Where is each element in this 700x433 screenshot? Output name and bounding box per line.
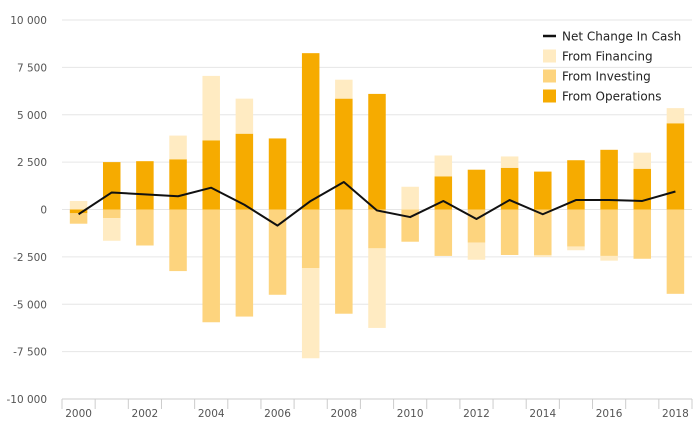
bar-from-investing-2010 — [401, 209, 419, 242]
bar-from-operations-2000 — [69, 209, 88, 214]
bar-from-investing-2018 — [666, 209, 685, 294]
bar-from-operations-2001 — [102, 162, 121, 210]
y-tick-label: 7 500 — [17, 62, 47, 74]
bar-from-financing-2001 — [102, 218, 121, 241]
bar-from-financing-2014 — [534, 254, 552, 257]
bar-from-operations-2014 — [534, 171, 552, 210]
bar-from-operations-2016 — [600, 149, 618, 210]
bar-from-financing-2005 — [235, 98, 254, 134]
bar-from-investing-2013 — [500, 209, 519, 255]
x-tick-label: 2014 — [529, 408, 556, 420]
legend-item-from-financing[interactable]: From Financing — [543, 49, 653, 64]
y-tick-label: -5 000 — [13, 299, 47, 311]
axes-group: 10 000 7 500 5 000 2 500 0 -2 500 -5 000 -7 500… — [6, 15, 693, 420]
bar-from-investing-2002 — [136, 209, 154, 246]
bar-from-financing-2018 — [666, 108, 685, 124]
bar-from-financing-2015 — [567, 246, 585, 251]
legend-item-net-change-in-cash[interactable]: Net Change In Cash — [543, 30, 681, 44]
bar-from-investing-2003 — [169, 209, 187, 272]
bar-from-investing-2000 — [69, 213, 88, 224]
bar-from-financing-2012 — [467, 242, 486, 260]
bar-from-investing-2007 — [301, 209, 320, 269]
legend-item-from-investing[interactable]: From Investing — [543, 69, 651, 84]
bar-from-financing-2000 — [69, 200, 88, 210]
bar-from-financing-2016 — [600, 255, 618, 261]
net-change-line — [78, 181, 676, 227]
net-change-line-group — [78, 181, 676, 227]
legend-swatch — [543, 69, 556, 83]
y-tick-label: 2 500 — [17, 157, 47, 169]
bar-from-operations-2007 — [301, 53, 320, 210]
bar-from-financing-2007 — [301, 268, 320, 359]
bar-from-investing-2009 — [368, 209, 386, 249]
bar-from-investing-2004 — [202, 209, 220, 323]
bar-from-financing-2017 — [633, 152, 652, 169]
bar-from-investing-2006 — [268, 209, 287, 295]
bar-from-investing-2005 — [235, 209, 254, 317]
y-tick-label: 5 000 — [17, 110, 47, 122]
y-tick-label: 10 000 — [10, 15, 47, 27]
x-tick-label: 2018 — [662, 408, 689, 420]
x-tick-label: 2012 — [463, 408, 490, 420]
bar-from-operations-2017 — [633, 168, 652, 210]
bar-from-operations-2013 — [500, 167, 519, 210]
bar-from-financing-2013 — [500, 156, 519, 168]
bar-from-operations-2005 — [235, 133, 254, 210]
legend-label: Net Change In Cash — [562, 30, 681, 44]
legend-label: From Operations — [562, 90, 662, 104]
y-tick-label: 0 — [40, 205, 47, 217]
bar-from-financing-2004 — [202, 75, 220, 141]
bar-from-operations-2004 — [202, 140, 220, 210]
bar-from-operations-2015 — [567, 160, 585, 210]
y-tick-label: -2 500 — [13, 252, 47, 264]
bar-from-investing-2012 — [467, 209, 486, 243]
legend-label: From Investing — [562, 70, 651, 84]
x-tick-label: 2016 — [596, 408, 623, 420]
legend-swatch — [543, 89, 556, 103]
bar-from-investing-2011 — [434, 209, 453, 256]
bar-from-operations-2003 — [169, 159, 187, 210]
bar-from-operations-2011 — [434, 176, 453, 210]
bar-from-investing-2001 — [102, 209, 121, 219]
y-tick-label: -7 500 — [13, 347, 47, 359]
bar-from-financing-2011 — [434, 155, 453, 177]
bar-from-operations-2012 — [467, 169, 486, 210]
legend-swatch — [543, 49, 556, 63]
bar-from-financing-2008 — [335, 79, 353, 99]
x-tick-label: 2008 — [330, 408, 357, 420]
bar-from-financing-2010 — [401, 186, 419, 210]
bar-from-operations-2008 — [335, 98, 353, 210]
bar-from-operations-2002 — [136, 161, 154, 210]
legend-item-from-operations[interactable]: From Operations — [543, 89, 662, 104]
x-tick-label: 2004 — [198, 408, 225, 420]
bar-from-investing-2014 — [534, 209, 552, 255]
bar-from-operations-2018 — [666, 123, 685, 210]
bar-from-financing-2009 — [368, 248, 386, 328]
bars-group — [69, 53, 685, 359]
bar-from-investing-2008 — [335, 209, 353, 314]
bar-from-investing-2016 — [600, 209, 618, 256]
x-tick-label: 2000 — [65, 408, 92, 420]
y-tick-label: -10 000 — [6, 394, 47, 406]
bar-from-financing-2003 — [169, 135, 187, 160]
x-tick-label: 2010 — [397, 408, 424, 420]
bar-from-investing-2015 — [567, 209, 585, 247]
bar-from-operations-2006 — [268, 138, 287, 210]
legend: Net Change In Cash From Financing From Inv… — [543, 30, 681, 104]
x-tick-label: 2006 — [264, 408, 291, 420]
bar-from-investing-2017 — [633, 209, 652, 259]
x-tick-label: 2002 — [132, 408, 159, 420]
legend-label: From Financing — [562, 50, 653, 64]
bar-from-operations-2009 — [368, 93, 386, 210]
